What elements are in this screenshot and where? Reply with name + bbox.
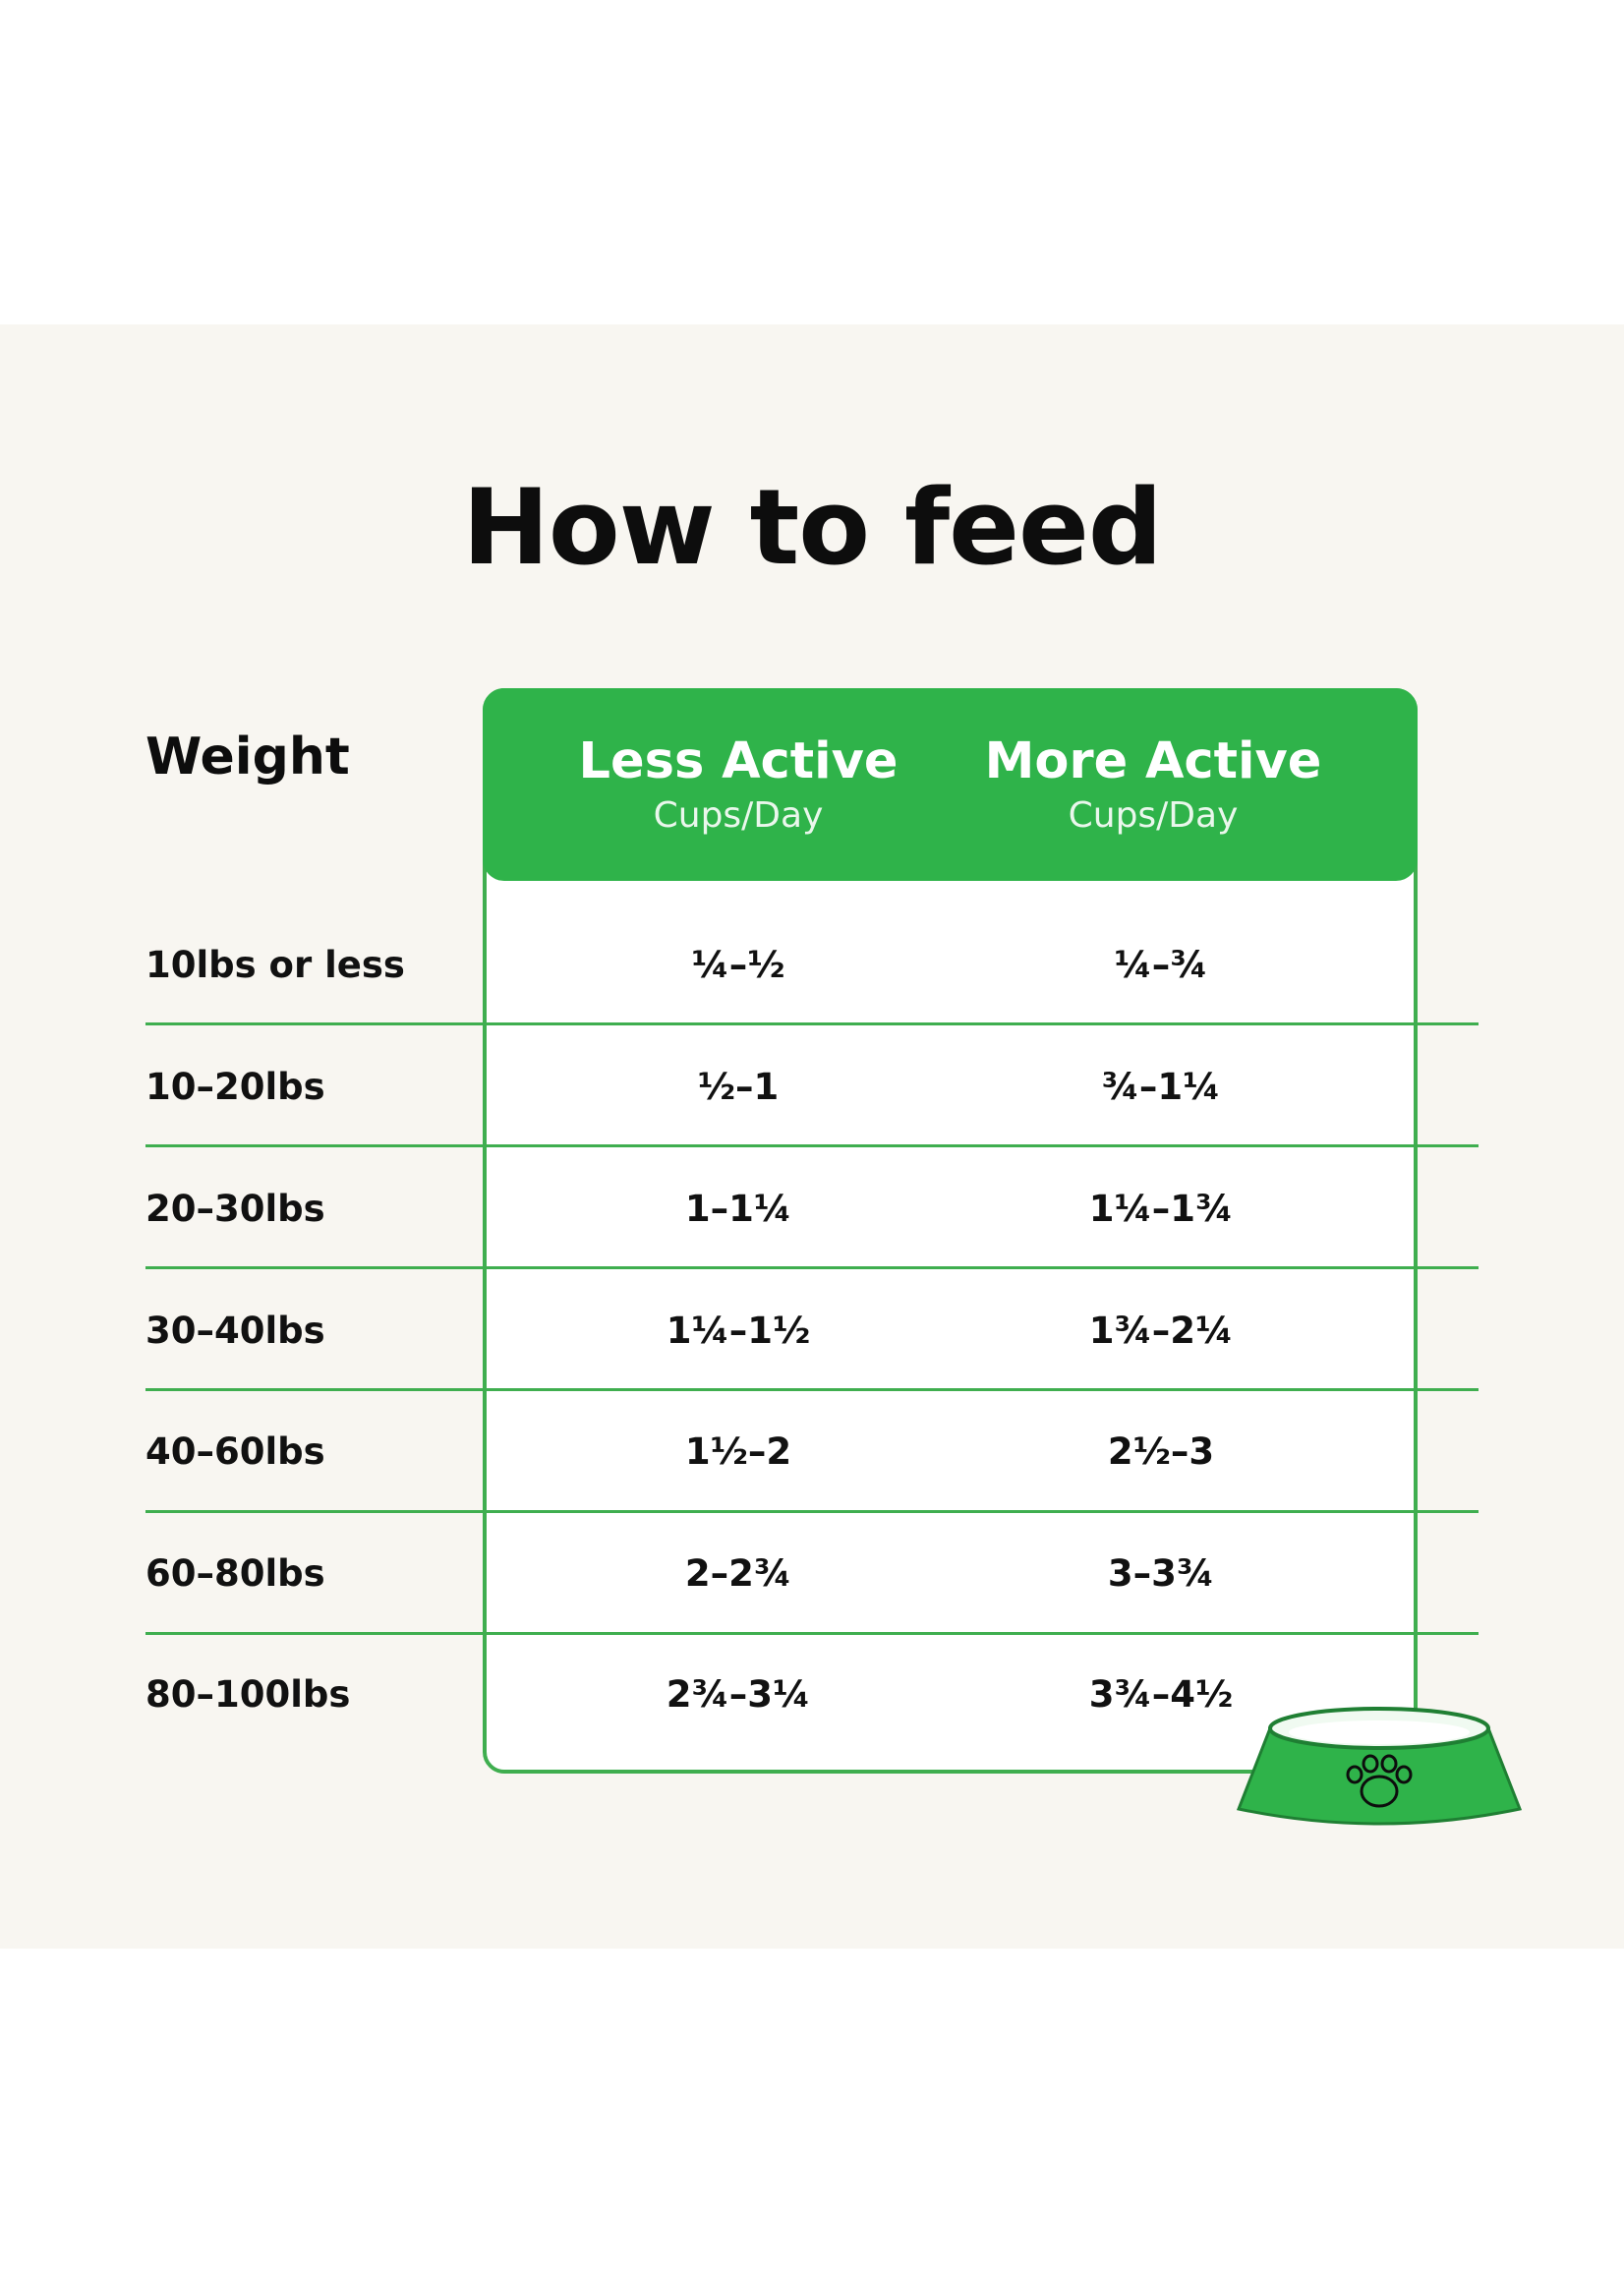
- more-active-header: More Active Cups/Day: [942, 732, 1364, 841]
- more-active-value: ¼–¾: [1114, 944, 1208, 986]
- row-divider: [145, 1022, 1479, 1025]
- row-divider: [145, 1632, 1479, 1635]
- row-divider: [145, 1510, 1479, 1513]
- row-divider: [145, 1144, 1479, 1147]
- row-weight-label: 10–20lbs: [145, 1066, 325, 1108]
- less-active-unit: Cups/Day: [653, 795, 824, 836]
- more-active-label: More Active: [984, 732, 1322, 790]
- more-active-value: 3–3¾: [1107, 1552, 1215, 1595]
- row-weight-label: 60–80lbs: [145, 1552, 325, 1595]
- less-active-value: ¼–½: [691, 944, 785, 986]
- row-weight-label: 30–40lbs: [145, 1310, 325, 1352]
- less-active-value: 2¾–3¼: [666, 1673, 811, 1716]
- dog-bowl-icon: [1237, 1707, 1522, 1826]
- page-title: How to feed: [462, 467, 1163, 588]
- weight-column-header: Weight: [145, 728, 350, 787]
- row-weight-label: 10lbs or less: [145, 944, 405, 986]
- more-active-value: ¾–1¼: [1101, 1066, 1221, 1108]
- row-divider: [145, 1266, 1479, 1269]
- paw-print-icon: [1346, 1754, 1413, 1808]
- more-active-value: 3¾–4½: [1088, 1673, 1234, 1716]
- less-active-value: 1–1¼: [684, 1188, 792, 1230]
- less-active-value: 1¼–1½: [666, 1310, 811, 1352]
- row-weight-label: 20–30lbs: [145, 1188, 325, 1230]
- row-weight-label: 40–60lbs: [145, 1430, 325, 1473]
- less-active-header: Less Active Cups/Day: [527, 732, 950, 841]
- less-active-value: 1½–2: [684, 1430, 792, 1473]
- more-active-unit: Cups/Day: [1068, 795, 1239, 836]
- more-active-value: 1¼–1¾: [1088, 1188, 1234, 1230]
- more-active-value: 1¾–2¼: [1088, 1310, 1234, 1352]
- less-active-value: ½–1: [697, 1066, 780, 1108]
- less-active-label: Less Active: [578, 732, 899, 790]
- row-divider: [145, 1388, 1479, 1391]
- less-active-value: 2–2¾: [684, 1552, 792, 1595]
- more-active-value: 2½–3: [1107, 1430, 1215, 1473]
- row-weight-label: 80–100lbs: [145, 1673, 351, 1716]
- table-header-band: [483, 688, 1418, 881]
